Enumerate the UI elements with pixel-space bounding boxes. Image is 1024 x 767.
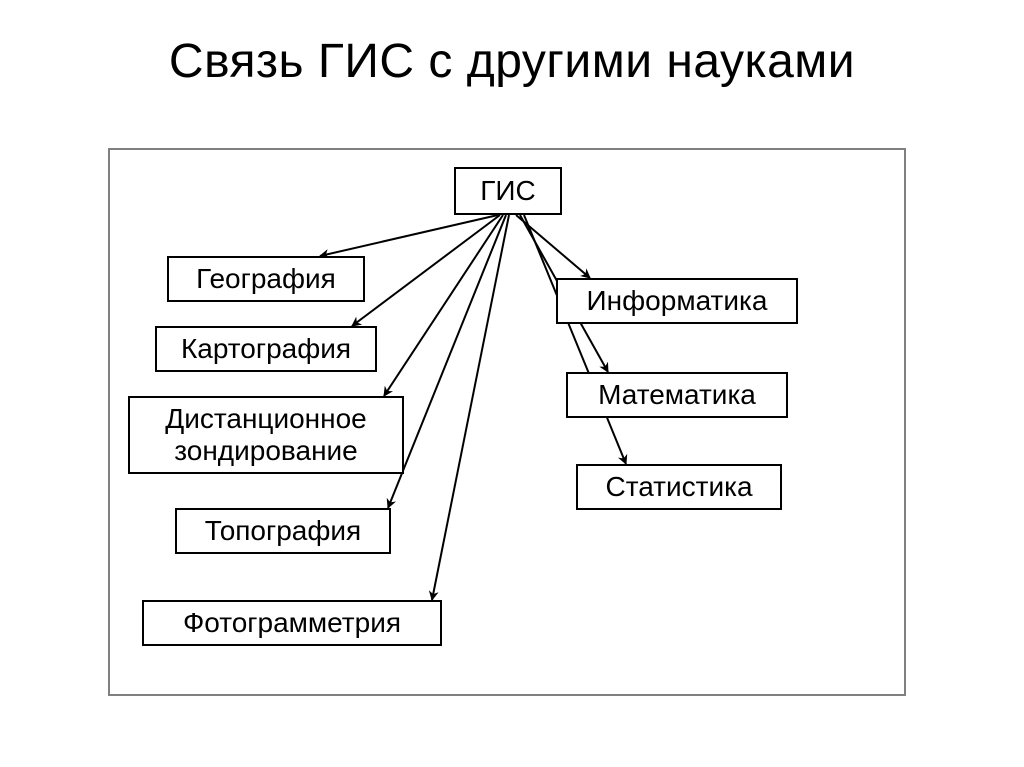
node-remote-sensing-label: Дистанционное зондирование <box>165 403 366 467</box>
slide-title: Связь ГИС с другими науками <box>0 34 1024 89</box>
node-photogrammetry: Фотограмметрия <box>142 600 442 646</box>
node-remote-sensing: Дистанционное зондирование <box>128 396 404 474</box>
node-root-label: ГИС <box>480 175 536 207</box>
node-statistics-label: Статистика <box>605 471 752 503</box>
node-photogrammetry-label: Фотограмметрия <box>183 607 401 639</box>
node-topography: Топография <box>175 508 391 554</box>
node-topography-label: Топография <box>205 515 361 547</box>
node-root: ГИС <box>454 167 562 215</box>
node-cartography-label: Картография <box>181 333 351 365</box>
node-mathematics: Математика <box>566 372 788 418</box>
node-statistics: Статистика <box>576 464 782 510</box>
node-informatics: Информатика <box>556 278 798 324</box>
slide: Связь ГИС с другими науками ГИС Географи… <box>0 0 1024 767</box>
node-geography: География <box>167 256 365 302</box>
node-geography-label: География <box>196 263 336 295</box>
node-informatics-label: Информатика <box>587 285 768 317</box>
node-mathematics-label: Математика <box>598 379 756 411</box>
node-cartography: Картография <box>155 326 377 372</box>
